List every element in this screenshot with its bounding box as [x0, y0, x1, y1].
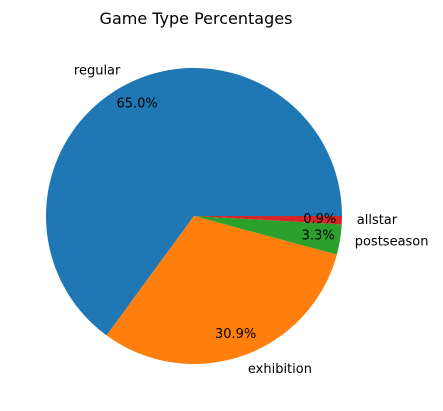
slice-percent-regular: 65.0%	[116, 96, 157, 111]
pie-slices	[45, 68, 342, 365]
slice-label-postseason: postseason	[355, 234, 429, 249]
pie-slice-regular	[45, 68, 342, 336]
slice-percent-exhibition: 30.9%	[215, 327, 256, 342]
slice-percent-allstar: 0.9%	[303, 212, 336, 227]
slice-label-allstar: allstar	[357, 213, 398, 228]
pie-labels: regular 65.0% exhibition 30.9% postseason 3.3…	[74, 63, 429, 377]
pie-slice-postseason	[194, 216, 342, 255]
slice-label-exhibition: exhibition	[248, 362, 312, 377]
slice-percent-postseason: 3.3%	[302, 229, 335, 244]
slice-label-regular: regular	[74, 63, 121, 78]
pie-slice-allstar	[194, 216, 342, 225]
pie-slice-exhibition	[106, 216, 337, 365]
chart-title: Game Type Percentages	[100, 9, 293, 28]
